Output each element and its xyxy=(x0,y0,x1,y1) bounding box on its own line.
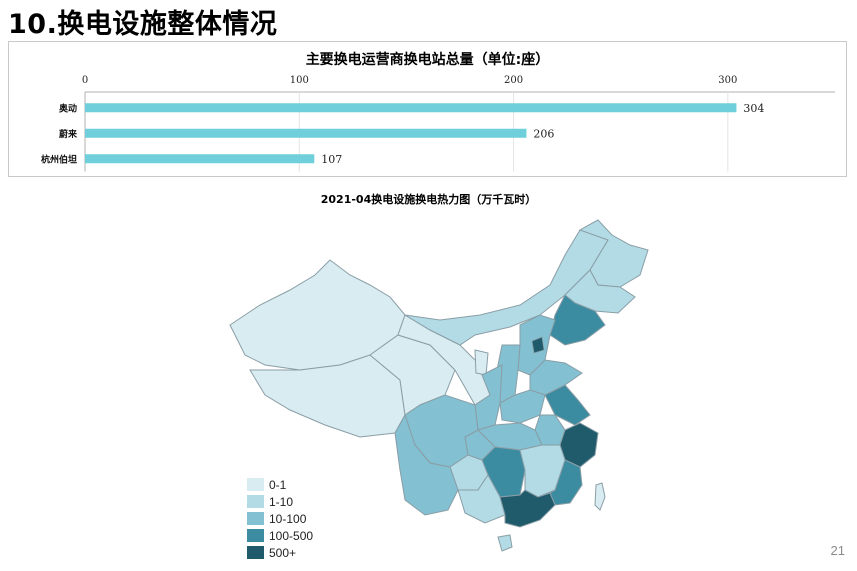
map-region-guangdong xyxy=(499,489,556,528)
legend-label: 500+ xyxy=(269,545,297,560)
category-label: 杭州伯坦 xyxy=(41,153,77,165)
map-region-hainan xyxy=(497,534,513,552)
map-region-xinjiang xyxy=(229,259,406,371)
bar-chart-title: 主要换电运营商换电站总量（单位:座） xyxy=(305,52,550,68)
bar-chart-panel: 主要换电运营商换电站总量（单位:座） 0 100 200 300 奥动 304 蔚来 206 杭… xyxy=(8,41,847,177)
legend-label: 1-10 xyxy=(269,494,294,509)
bar xyxy=(85,128,527,138)
legend-label: 100-500 xyxy=(269,528,314,543)
data-label: 206 xyxy=(533,127,554,140)
legend-swatch xyxy=(247,495,264,508)
legend-label: 0-1 xyxy=(269,477,287,492)
map-region-heilongjiang xyxy=(578,219,649,288)
x-tick-label: 300 xyxy=(718,75,737,86)
legend-item: 10-100 xyxy=(247,510,313,527)
legend-swatch xyxy=(247,546,264,559)
category-label: 奥动 xyxy=(58,102,77,114)
legend-swatch xyxy=(247,478,264,491)
x-tick-label: 100 xyxy=(290,75,309,86)
slide-title: 10.换电设施整体情况 xyxy=(8,9,278,40)
legend-item: 500+ xyxy=(247,544,313,561)
legend-item: 0-1 xyxy=(247,476,313,493)
map-region-ningxia xyxy=(474,349,489,376)
x-tick-label: 200 xyxy=(504,75,523,86)
legend-item: 1-10 xyxy=(247,493,313,510)
map-region-beijing xyxy=(531,336,545,354)
map-title: 2021-04换电设施换电热力图（万千瓦时） xyxy=(320,193,537,206)
data-label: 107 xyxy=(321,153,342,166)
map-region-taiwan xyxy=(594,482,606,511)
bar xyxy=(85,154,315,164)
china-heat-map xyxy=(229,219,649,552)
bar xyxy=(85,103,737,113)
legend-swatch xyxy=(247,529,264,542)
legend-item: 100-500 xyxy=(247,527,313,544)
x-tick-label: 0 xyxy=(82,75,88,86)
category-label: 蔚来 xyxy=(59,128,78,140)
map-region-henan xyxy=(499,389,546,424)
map-region-fujian xyxy=(549,459,583,506)
map-legend: 0-1 1-10 10-100 100-500 500+ xyxy=(247,476,313,561)
data-label: 304 xyxy=(743,102,764,115)
legend-label: 10-100 xyxy=(269,511,307,526)
bar-chart: 0 100 200 300 奥动 304 蔚来 206 杭州伯坦 107 xyxy=(41,75,835,172)
legend-swatch xyxy=(247,512,264,525)
page-number: 21 xyxy=(830,543,845,558)
map-region-tibet xyxy=(249,354,406,438)
